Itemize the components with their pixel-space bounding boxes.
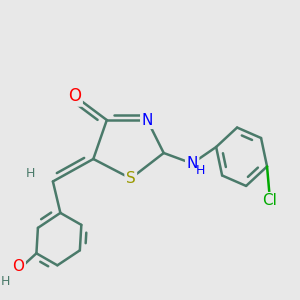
Text: H: H xyxy=(0,275,10,288)
Text: S: S xyxy=(126,171,136,186)
Text: N: N xyxy=(187,156,198,171)
Text: O: O xyxy=(68,87,81,105)
Text: N: N xyxy=(142,112,153,128)
Text: O: O xyxy=(12,259,24,274)
Text: H: H xyxy=(26,167,35,181)
Text: Cl: Cl xyxy=(262,194,278,208)
Text: H: H xyxy=(196,164,205,178)
